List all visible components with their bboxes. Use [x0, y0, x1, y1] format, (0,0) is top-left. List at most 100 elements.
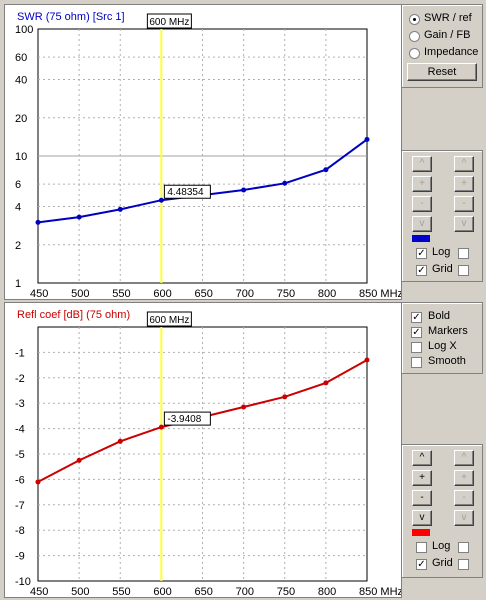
refl-data-point [76, 457, 82, 463]
swr-chart-panel: SWR (75 ohm) [Src 1] 450 500 550 600 650 700 75… [4, 4, 403, 300]
refl-data-point [117, 438, 123, 444]
swr-right-up-button[interactable]: ^ [454, 156, 474, 172]
swr-left-up-button[interactable]: ^ [412, 156, 432, 172]
refl-color-swatch[interactable] [412, 529, 430, 536]
swr-data-point [76, 214, 82, 220]
radio-gain-label: Gain / FB [424, 29, 471, 41]
bold-label: Bold [428, 310, 451, 322]
swr-log-checkbox[interactable]: ✓ [416, 248, 427, 259]
swr-x-tick-label: 550 [112, 288, 130, 299]
swr-marker-value: 4.48354 [167, 187, 204, 198]
refl-x-tick-label: 600 [153, 586, 171, 597]
refl-data-point [364, 357, 370, 363]
logx-checkbox[interactable] [411, 342, 422, 353]
swr-color-swatch[interactable] [412, 235, 430, 242]
swr-x-tick-label: 750 [277, 288, 295, 299]
refl-data-point [158, 424, 164, 430]
swr-y-tick-label: 40 [15, 75, 27, 87]
swr-log-checkbox-2[interactable] [458, 248, 469, 259]
swr-log-label: Log [432, 246, 451, 258]
swr-chart[interactable]: SWR (75 ohm) [Src 1] 450 500 550 600 650 700 75… [5, 5, 403, 300]
refl-right-up-button[interactable]: ^ [454, 450, 474, 466]
swr-right-plus-button[interactable]: + [454, 176, 474, 192]
refl-left-up-button[interactable]: ^ [412, 450, 432, 466]
swr-data-point [282, 180, 288, 186]
refl-x-tick-label: 500 [71, 586, 89, 597]
refl-grid-checkbox-2[interactable] [458, 559, 469, 570]
refl-x-tick-label: 550 [112, 586, 130, 597]
refl-left-plus-button[interactable]: + [412, 470, 432, 486]
refl-log-checkbox-2[interactable] [458, 542, 469, 553]
refl-scale-group: ^ ^ + + - - v v Log ✓ Grid [401, 444, 483, 578]
refl-marker-value: -3.9408 [167, 414, 201, 425]
swr-left-minus-button[interactable]: - [412, 196, 432, 212]
refl-x-tick-label: 450 [30, 586, 48, 597]
refl-left-minus-button[interactable]: - [412, 490, 432, 506]
swr-right-minus-button[interactable]: - [454, 196, 474, 212]
refl-marker-label-box [146, 311, 192, 327]
refl-y-tick-label: -5 [15, 449, 25, 461]
swr-y-tick-label: 100 [15, 24, 33, 36]
mode-group: SWR / ref Gain / FB Impedance Reset [401, 4, 483, 88]
refl-x-tick-label: 800 [318, 586, 336, 597]
swr-grid-label: Grid [432, 263, 453, 275]
swr-left-down-button[interactable]: v [412, 216, 432, 232]
swr-data-point [364, 136, 370, 142]
swr-y-tick-label: 20 [15, 113, 27, 125]
refl-x-tick-label: 650 [195, 586, 213, 597]
refl-right-down-button[interactable]: v [454, 510, 474, 526]
markers-label: Markers [428, 325, 468, 337]
refl-x-tick-label: 750 [277, 586, 295, 597]
markers-checkbox[interactable]: ✓ [411, 327, 422, 338]
radio-impedance-label: Impedance [424, 46, 479, 58]
swr-y-tick-label: 10 [15, 151, 27, 163]
swr-grid-checkbox[interactable]: ✓ [416, 265, 427, 276]
refl-right-minus-button[interactable]: - [454, 490, 474, 506]
refl-chart[interactable]: Refl coef [dB] (75 ohm) 450 500 550 600 650 70… [5, 303, 403, 598]
logx-label: Log X [428, 340, 457, 352]
refl-x-tick-label: 700 [236, 586, 254, 597]
swr-grid-checkbox-2[interactable] [458, 265, 469, 276]
refl-title: Refl coef [dB] (75 ohm) [17, 309, 130, 321]
refl-y-tick-label: -2 [15, 373, 25, 385]
refl-data-point [241, 404, 247, 410]
radio-impedance[interactable] [409, 48, 420, 59]
swr-x-tick-label: 700 [236, 288, 254, 299]
refl-y-tick-label: -10 [15, 576, 31, 588]
swr-y-tick-label: 1 [15, 278, 21, 290]
refl-y-tick-label: -7 [15, 500, 25, 512]
refl-log-checkbox[interactable] [416, 542, 427, 553]
swr-x-tick-label: 500 [71, 288, 89, 299]
radio-swr[interactable] [409, 14, 420, 25]
options-group: ✓ Bold ✓ Markers Log X Smooth [401, 302, 483, 374]
swr-marker-label-box [146, 13, 192, 29]
refl-data-point [35, 479, 41, 485]
refl-y-tick-label: -3 [15, 398, 25, 410]
swr-x-tick-label: 650 [195, 288, 213, 299]
refl-y-tick-label: -1 [15, 347, 25, 359]
refl-left-down-button[interactable]: v [412, 510, 432, 526]
smooth-checkbox[interactable] [411, 357, 422, 368]
swr-x-tick-label: 450 [30, 288, 48, 299]
refl-right-plus-button[interactable]: + [454, 470, 474, 486]
radio-gain[interactable] [409, 31, 420, 42]
swr-scale-group: ^ ^ + + - - v v ✓ Log ✓ Grid [401, 150, 483, 282]
bold-checkbox[interactable]: ✓ [411, 312, 422, 323]
swr-data-point [35, 219, 41, 225]
reset-button[interactable]: Reset [407, 63, 477, 81]
swr-right-down-button[interactable]: v [454, 216, 474, 232]
swr-data-point [241, 187, 247, 193]
smooth-label: Smooth [428, 355, 466, 367]
refl-y-tick-label: -9 [15, 551, 25, 563]
refl-log-label: Log [432, 540, 451, 552]
refl-data-point [323, 380, 329, 386]
swr-y-tick-label: 6 [15, 179, 21, 191]
refl-grid-checkbox[interactable]: ✓ [416, 559, 427, 570]
refl-data-point [282, 394, 288, 400]
swr-left-plus-button[interactable]: + [412, 176, 432, 192]
swr-data-point [117, 206, 123, 212]
refl-marker-value-box [163, 411, 211, 426]
swr-x-tick-label: 850 MHz [359, 288, 401, 299]
refl-marker-label: 600 MHz [149, 315, 189, 326]
swr-y-tick-label: 4 [15, 202, 21, 214]
